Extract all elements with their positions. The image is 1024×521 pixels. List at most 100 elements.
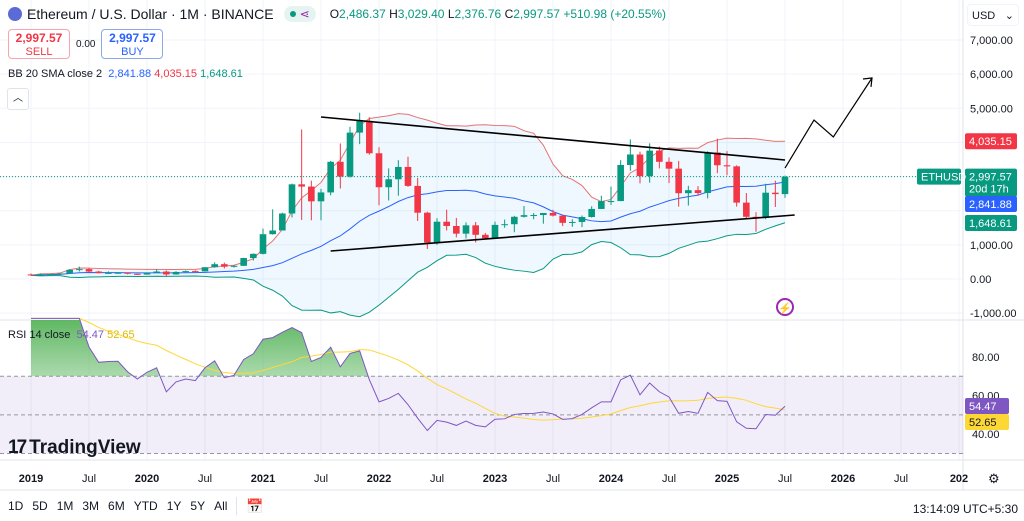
candle [143,272,151,275]
candle-body [772,192,779,195]
bb-legend-label: BB 20 SMA close 2 [8,68,103,80]
collapse-legend-button[interactable]: ︿ [7,88,29,110]
candle [607,186,615,205]
rsi-ma-price-tag-text: 52.65 [969,417,997,429]
range-1y[interactable]: 1Y [166,499,182,513]
buy-label: BUY [121,46,144,58]
candle-body [356,120,363,133]
brand-name: TradingView [29,437,141,458]
candle-body [105,272,112,274]
arrow-head-icon [862,77,873,88]
candle [134,273,141,275]
candle [627,139,634,171]
currency-value: USD [972,10,996,22]
candle [530,213,537,220]
candle-body [762,192,769,218]
candle-body [66,269,73,274]
range-6m[interactable]: 6M [108,499,125,513]
projection-path [784,77,873,169]
candle [578,215,586,228]
range-all[interactable]: All [214,499,228,513]
candle-body [346,132,354,177]
rsi-legend[interactable]: RSI 14 close 54.47 52.65 [8,329,135,341]
settings-gear-icon[interactable]: ⚙ [988,471,1000,486]
candle-body [56,273,64,275]
range-3m[interactable]: 3M [82,499,100,513]
candle [337,143,344,189]
candle [588,206,595,218]
candle [569,219,576,227]
candle-body [114,272,122,274]
candle-body [665,161,673,169]
price-tick-label: 5,000.00 [970,103,1013,115]
candle-body [685,190,692,194]
candle-body [240,258,247,266]
candle [549,209,557,217]
candle-body [559,215,566,223]
candle [240,257,247,267]
buy-button[interactable]: 2,997.57 BUY [101,29,164,59]
range-5y[interactable]: 5Y [190,499,206,513]
candle-body [230,265,238,267]
price-tick-label: 1,000.00 [970,240,1013,252]
range-1m[interactable]: 1M [56,499,74,513]
candle [66,269,73,274]
candle [259,228,267,255]
time-tick-label: 2020 [135,473,159,485]
candle-body [250,253,257,259]
lightning-icon[interactable]: ⚡ [776,298,794,316]
candle-body [723,165,731,167]
candle [636,151,644,184]
candle-body [540,212,547,216]
rsi-price-tag: 54.47 [965,398,1009,414]
candle [395,160,402,196]
candle [772,180,779,207]
candle [76,266,83,272]
sell-price: 2,997.57 [15,31,63,45]
symbol-tag-text: ETHUSD [921,172,966,184]
candle [172,271,180,275]
sell-button[interactable]: 2,997.57 SELL [8,29,70,59]
candle-body [201,267,209,272]
range-ytd[interactable]: YTD [133,499,158,513]
clock-timezone[interactable]: 13:14:09 UTC+5:30 [912,502,1018,516]
change-value: +510.98 (+20.55%) [563,7,667,21]
resistance-trendline [320,116,786,161]
range-1d[interactable]: 1D [8,499,24,513]
candle-body [27,274,35,276]
rsi-line [31,317,786,432]
range-bar: 1D 5D 1M 3M 6M YTD 1Y 5Y All 📅 [8,497,264,515]
candle-body [443,221,450,226]
candle [85,268,93,273]
market-status-pill[interactable]: ⋖ [283,6,316,22]
candle-body [501,224,508,226]
share-icon[interactable]: ⋖ [299,7,310,21]
candle [714,138,721,174]
bb-legend[interactable]: BB 20 SMA close 2 2,841.88 4,035.15 1,64… [8,68,243,80]
bb-basis-value: 2,841.88 [108,68,152,80]
low-label: L [447,7,455,21]
currency-select[interactable]: USD ⌄ [967,4,1019,26]
candle-body [781,176,789,195]
divider [236,497,238,515]
range-5d[interactable]: 5D [32,499,48,513]
rsi-value: 54.47 [76,329,105,341]
candle [501,219,508,228]
candle-body [153,271,160,273]
go-to-date-calendar-icon[interactable]: 📅 [246,497,264,514]
open-label: O [329,7,340,21]
ohlc-readout: O2,486.37 H3,029.40 L2,376.76 C2,997.57 … [330,7,666,21]
ethereum-logo-icon [8,7,22,21]
candle-body [366,120,373,154]
price-tick-label: -1,000.00 [970,308,1016,320]
symbol-header: Ethereum / U.S. Dollar · 1M · BINANCE ⋖ … [8,6,666,22]
symbol-title[interactable]: Ethereum / U.S. Dollar · 1M · BINANCE [27,6,274,22]
candle [114,272,122,274]
last-price-text: 2,997.57 [969,172,1012,184]
candle [743,192,750,219]
candle [201,267,209,272]
candle [192,270,199,273]
candle [694,186,702,196]
